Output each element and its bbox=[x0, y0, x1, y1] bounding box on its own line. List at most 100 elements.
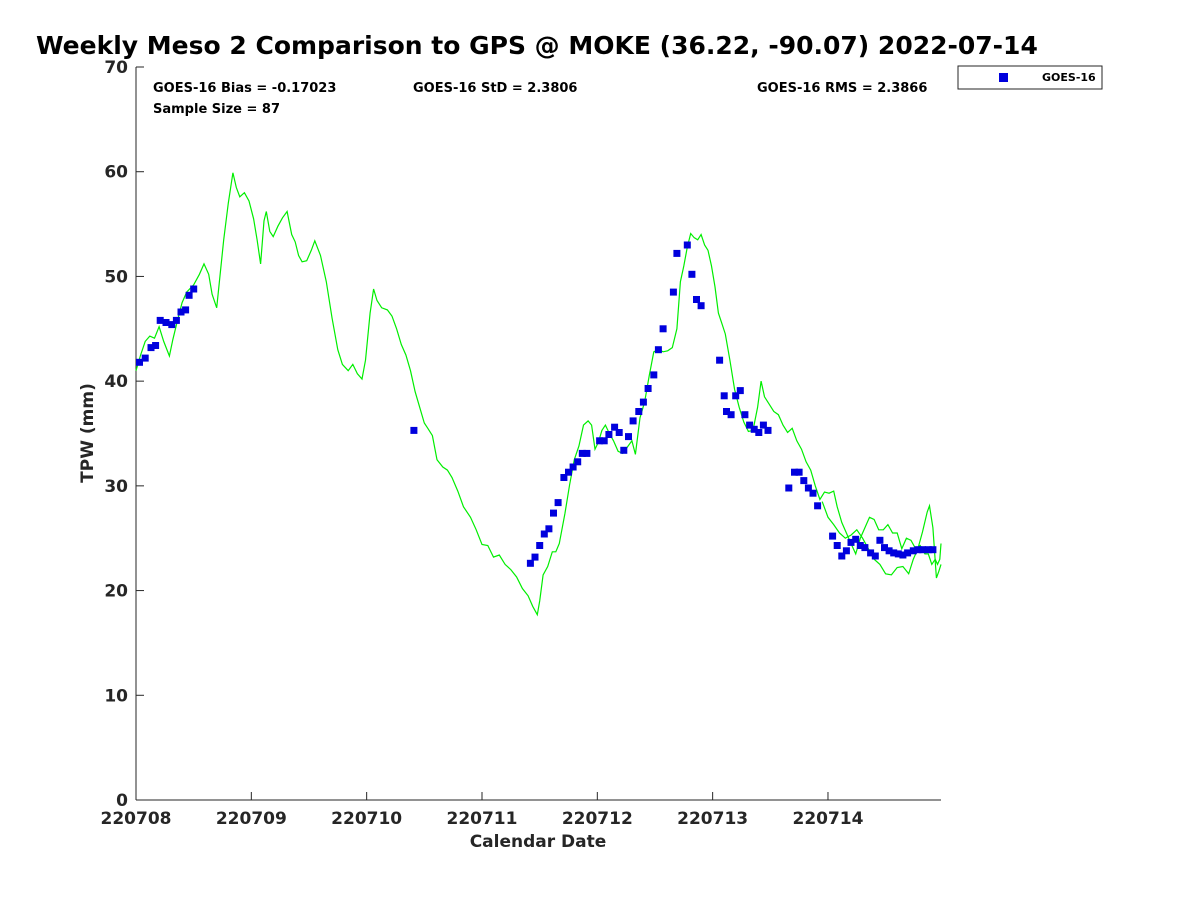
goes16-point bbox=[569, 463, 577, 471]
goes16-point bbox=[720, 392, 728, 400]
goes16-point bbox=[536, 542, 544, 549]
goes16-point bbox=[755, 429, 763, 436]
y-tick-label: 70 bbox=[104, 58, 128, 78]
goes16-point bbox=[800, 477, 808, 485]
goes16-point bbox=[620, 446, 628, 454]
goes16-point bbox=[185, 291, 193, 299]
goes16-point bbox=[554, 499, 562, 507]
goes16-point bbox=[156, 316, 164, 324]
goes16-point bbox=[867, 549, 875, 557]
plot-area bbox=[135, 172, 942, 617]
goes16-point bbox=[697, 302, 705, 310]
y-tick-label: 0 bbox=[116, 791, 128, 811]
goes16-point bbox=[654, 346, 662, 354]
x-tick-label: 220711 bbox=[446, 809, 517, 829]
goes16-point bbox=[605, 431, 613, 438]
goes16-point bbox=[659, 325, 667, 333]
goes16-point bbox=[809, 489, 817, 497]
goes16-point bbox=[852, 535, 860, 543]
goes16-point bbox=[723, 408, 730, 415]
goes16-point bbox=[885, 547, 893, 555]
goes16-point bbox=[759, 421, 767, 429]
goes16-point bbox=[545, 525, 553, 533]
goes16-point bbox=[736, 387, 744, 395]
y-tick-label: 50 bbox=[104, 267, 128, 287]
x-axis-label: Calendar Date bbox=[470, 832, 607, 852]
goes16-point bbox=[716, 356, 724, 364]
goes16-point bbox=[829, 532, 837, 540]
x-tick-label: 220710 bbox=[331, 809, 402, 829]
x-tick-label: 220712 bbox=[562, 809, 633, 829]
goes16-point bbox=[856, 542, 864, 549]
y-tick-label: 20 bbox=[104, 582, 128, 602]
goes16-point bbox=[785, 484, 793, 492]
goes16-point bbox=[673, 249, 681, 257]
bias-stat: GOES-16 Bias = -0.17023 bbox=[153, 81, 336, 96]
goes16-point bbox=[899, 551, 907, 559]
goes16-point bbox=[600, 437, 608, 445]
gps-line bbox=[821, 501, 942, 579]
goes16-point bbox=[141, 354, 149, 362]
goes16-point bbox=[560, 474, 568, 481]
goes16-point bbox=[152, 342, 160, 349]
goes16-point bbox=[540, 530, 548, 538]
goes16-point bbox=[746, 421, 754, 429]
goes16-point bbox=[644, 385, 652, 392]
goes16-point bbox=[727, 411, 735, 419]
y-tick-label: 30 bbox=[104, 477, 128, 497]
goes16-point bbox=[565, 468, 572, 476]
x-tick-label: 220709 bbox=[216, 809, 287, 829]
goes16-point bbox=[919, 546, 926, 554]
goes16-point bbox=[182, 306, 190, 314]
goes16-point bbox=[162, 319, 170, 326]
rms-stat: GOES-16 RMS = 2.3866 bbox=[757, 81, 927, 96]
legend-marker-goes16 bbox=[999, 73, 1008, 82]
goes16-point bbox=[861, 544, 869, 552]
goes16-point bbox=[578, 449, 586, 457]
goes16-point bbox=[838, 552, 846, 560]
goes16-point bbox=[842, 547, 850, 555]
y-tick-label: 40 bbox=[104, 372, 128, 392]
goes16-point bbox=[890, 549, 898, 557]
goes16-point bbox=[526, 559, 534, 567]
goes16-point bbox=[190, 285, 198, 293]
goes16-point bbox=[909, 547, 917, 555]
goes16-point bbox=[764, 426, 772, 434]
goes16-point bbox=[635, 408, 643, 415]
goes16-point bbox=[574, 458, 582, 466]
y-axis-label: TPW (mm) bbox=[78, 383, 98, 483]
goes16-point bbox=[410, 426, 418, 434]
goes16-point bbox=[172, 316, 180, 324]
goes16-point bbox=[804, 484, 812, 492]
x-tick-label: 220714 bbox=[792, 809, 863, 829]
goes16-point bbox=[924, 546, 932, 554]
goes16-point bbox=[639, 398, 647, 406]
goes16-point bbox=[625, 433, 632, 441]
goes16-point bbox=[583, 449, 591, 457]
legend-box bbox=[957, 65, 1103, 90]
std-stat: GOES-16 StD = 2.3806 bbox=[413, 81, 577, 96]
x-tick-label: 220708 bbox=[101, 809, 172, 829]
goes16-point bbox=[732, 392, 740, 400]
goes16-point bbox=[894, 550, 902, 558]
goes16-point bbox=[750, 425, 758, 433]
goes16-point bbox=[871, 552, 879, 560]
y-tick-label: 10 bbox=[104, 686, 128, 706]
goes16-point bbox=[650, 371, 658, 379]
goes16-point bbox=[147, 344, 155, 352]
gps-line bbox=[135, 172, 942, 617]
goes16-point bbox=[693, 296, 700, 303]
goes16-point bbox=[629, 417, 637, 425]
goes16-point bbox=[615, 429, 623, 436]
goes16-point bbox=[596, 437, 604, 445]
goes16-point bbox=[904, 549, 912, 557]
goes16-point bbox=[914, 546, 922, 554]
goes16-point bbox=[791, 468, 798, 476]
sample-size-stat: Sample Size = 87 bbox=[153, 102, 280, 117]
goes16-point bbox=[741, 411, 749, 419]
goes16-point bbox=[669, 288, 677, 296]
goes16-point bbox=[688, 270, 696, 278]
goes16-point bbox=[881, 544, 888, 552]
